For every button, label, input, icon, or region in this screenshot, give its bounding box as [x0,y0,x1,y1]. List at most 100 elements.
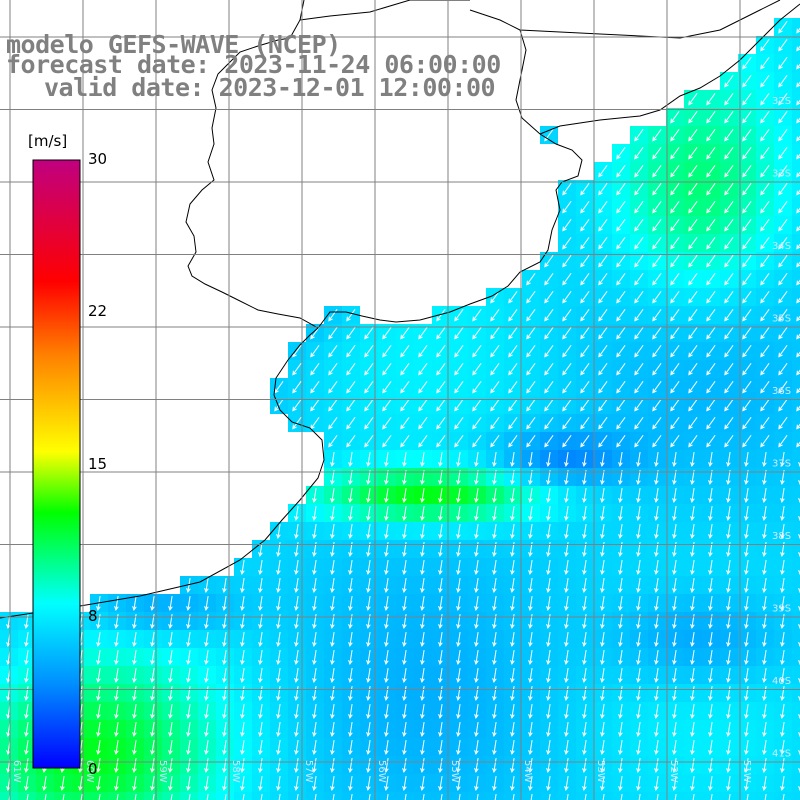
wind-arrow [652,291,662,304]
wind-arrow [440,794,443,800]
wind-arrow [618,614,623,629]
colorbar-tick-8: 8 [88,607,98,625]
wind-arrow [328,381,338,394]
wind-arrow [742,345,752,358]
wind-arrow [782,794,785,800]
wind-cell [792,450,800,468]
lon-label: 54W [522,760,533,783]
wind-arrow [670,129,680,142]
wind-arrow [598,291,608,304]
wind-arrow [562,327,572,340]
wind-arrow [366,506,371,521]
wind-arrow [796,405,800,412]
wind-arrow [420,488,425,503]
wind-cell [792,216,800,234]
wind-arrow [472,399,482,412]
wind-arrow [474,614,479,629]
wind-arrow [132,776,137,791]
wind-arrow [760,39,770,52]
wind-arrow [312,668,317,683]
wind-arrow [384,686,389,701]
wind-arrow [472,309,482,322]
wind-arrow [670,219,680,232]
wind-arrow [742,363,752,376]
wind-arrow [618,704,623,719]
wind-arrow [258,740,263,755]
wind-arrow [706,435,716,448]
wind-arrow [670,345,680,358]
wind-arrow [692,794,695,800]
wind-arrow [742,183,752,196]
wind-arrow [420,776,425,791]
wind-arrow [292,399,302,412]
wind-arrow [472,327,482,340]
wind-arrow [490,291,500,304]
wind-arrow [24,776,29,791]
wind-arrow [688,255,698,268]
wind-arrow [780,596,785,611]
wind-arrow [598,219,608,232]
wind-arrow [328,435,338,448]
wind-arrow [294,578,299,593]
wind-arrow [312,614,317,629]
wind-arrow [330,668,335,683]
wind-arrow [742,111,752,124]
wind-arrow [600,668,605,683]
wind-arrow [580,435,590,448]
wind-arrow [708,560,713,575]
wind-arrow [382,363,392,376]
wind-arrow [366,740,371,755]
wind-arrow [24,758,29,773]
wind-arrow [456,776,461,791]
wind-arrow [652,183,662,196]
wind-cell [756,792,774,800]
wind-arrow [332,794,335,800]
wind-arrow [634,165,644,178]
wind-arrow [742,309,752,322]
wind-arrow [222,722,227,737]
wind-arrow [528,614,533,629]
wind-arrow [580,363,590,376]
wind-arrow [706,363,716,376]
wind-arrow [778,363,788,376]
wind-arrow [346,381,356,394]
wind-arrow [652,345,662,358]
wind-arrow [600,452,605,467]
wind-arrow [672,524,677,539]
wind-arrow [742,165,752,178]
wind-arrow [670,363,680,376]
wind-arrow [310,363,320,376]
wind-cell [792,378,800,396]
wind-arrow [796,117,800,124]
wind-cell [792,126,800,144]
wind-cell [252,792,270,800]
wind-arrow [402,632,407,647]
wind-arrow [742,291,752,304]
wind-arrow [526,417,536,430]
wind-arrow [150,740,155,755]
wind-arrow [312,740,317,755]
wind-arrow [564,488,569,503]
wind-arrow [778,273,788,286]
wind-arrow [276,740,281,755]
wind-arrow [420,560,425,575]
wind-cell [792,108,800,126]
wind-arrow [310,327,320,340]
wind-cell [792,468,800,486]
wind-arrow [780,524,785,539]
wind-arrow [330,488,335,503]
wind-arrow [760,327,770,340]
wind-arrow [330,722,335,737]
title-model: modelo GEFS-WAVE (NCEP) [6,30,341,59]
wind-arrow [328,327,338,340]
wind-arrow [346,417,356,430]
wind-cell [792,774,800,792]
wind-arrow [652,237,662,250]
wind-arrow [402,614,407,629]
wind-cell [792,54,800,72]
wind-arrow [276,614,281,629]
wind-cell [54,792,72,800]
wind-arrow [762,704,767,719]
wind-cell [774,792,792,800]
wind-arrow [384,758,389,773]
